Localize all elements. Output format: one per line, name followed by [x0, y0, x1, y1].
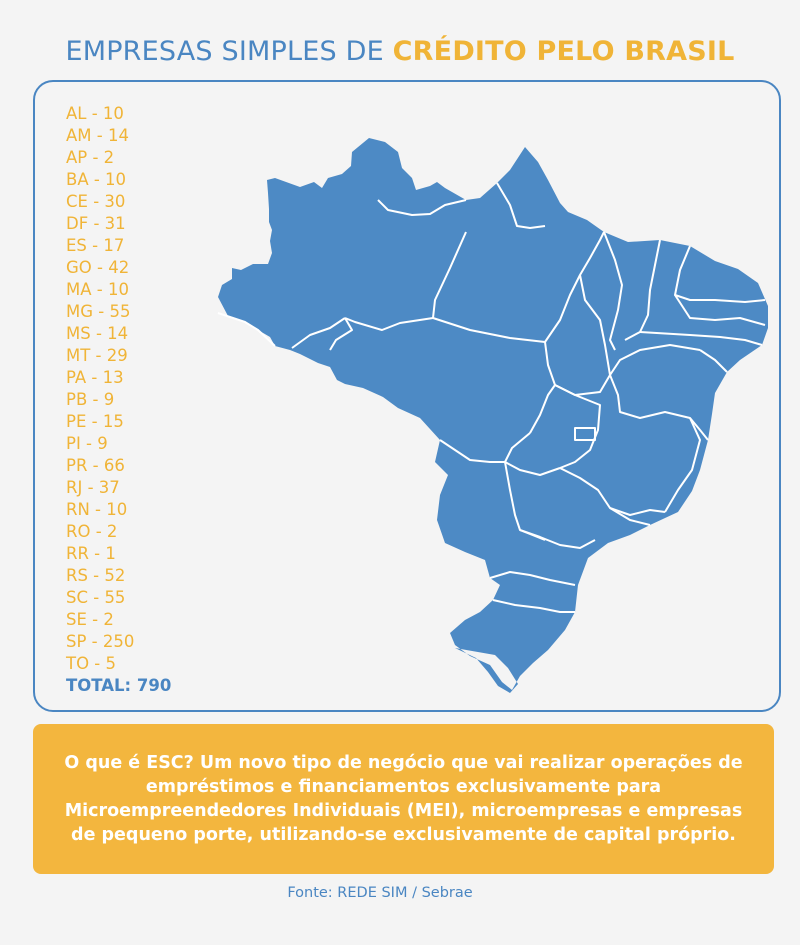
legend-item: RR - 1 — [66, 544, 116, 563]
legend-item: PR - 66 — [66, 456, 125, 475]
legend-item: RN - 10 — [66, 500, 128, 519]
border-pa-mt — [432, 317, 546, 343]
legend-item: MT - 29 — [66, 346, 128, 365]
border-am-mt — [344, 317, 434, 331]
legend-item: ES - 17 — [66, 236, 125, 255]
border-mt-ms — [439, 432, 531, 463]
border-pe-al — [639, 331, 763, 346]
border-pi-ce — [624, 239, 661, 341]
legend-item: DF - 31 — [66, 214, 126, 233]
legend-item: PE - 15 — [66, 412, 124, 431]
legend-item: AM - 14 — [66, 126, 129, 145]
legend-item: CE - 30 — [66, 192, 126, 211]
legend-item: BA - 10 — [66, 170, 127, 189]
title-part-2: CRÉDITO PELO BRASIL — [392, 36, 735, 67]
border-mg-es — [664, 417, 701, 513]
border-df — [574, 427, 596, 441]
page-title: EMPRESAS SIMPLES DE CRÉDITO PELO BRASIL — [0, 36, 800, 67]
border-am-pa — [432, 231, 467, 319]
info-box: O que é ESC? Um novo tipo de negócio que… — [33, 724, 774, 874]
legend-item: AP - 2 — [66, 148, 115, 167]
border-mt-go — [529, 384, 556, 434]
brazil-states-fill — [218, 138, 768, 693]
border-pr-sc — [489, 571, 576, 586]
legend-item: MA - 10 — [66, 280, 129, 299]
legend-item: SC - 55 — [66, 588, 126, 607]
border-al-se-ba — [699, 349, 728, 373]
legend-item: GO - 42 — [66, 258, 130, 277]
legend-item: MS - 14 — [66, 324, 129, 343]
legend-item: AL - 10 — [66, 104, 124, 123]
border-mg-rj — [609, 507, 651, 526]
border-ap — [496, 182, 546, 229]
state-borders — [217, 182, 766, 613]
legend-item: RJ - 37 — [66, 478, 120, 497]
info-text: O que é ESC? Um novo tipo de negócio que… — [64, 753, 743, 845]
legend-item: SE - 2 — [66, 610, 114, 629]
border-ce-rn-pb — [674, 245, 766, 303]
border-go-mg — [554, 384, 601, 469]
border-sc-rs — [492, 599, 575, 613]
legend-item: MG - 55 — [66, 302, 131, 321]
legend-item: PA - 13 — [66, 368, 124, 387]
source-credit: Fonte: REDE SIM / Sebrae — [287, 885, 473, 901]
legend-item: TO - 5 — [66, 654, 117, 673]
border-am-ro-ac — [291, 317, 353, 351]
legend-item: PB - 9 — [66, 390, 115, 409]
border-to — [579, 274, 611, 376]
legend-total: TOTAL: 790 — [66, 676, 172, 695]
legend-item: PI - 9 — [66, 434, 108, 453]
border-ac — [217, 312, 276, 347]
state-legend: AL - 10 AM - 14 AP - 2 BA - 10 CE - 30 D… — [66, 103, 171, 697]
legend-item: SP - 250 — [66, 632, 135, 651]
title-part-1: EMPRESAS SIMPLES DE — [65, 36, 393, 67]
border-ma-pi — [603, 231, 623, 351]
border-rr — [377, 199, 467, 216]
border-ms-sp-go — [504, 461, 561, 476]
legend-item: RS - 52 — [66, 566, 126, 585]
legend-item: RO - 2 — [66, 522, 118, 541]
border-pb-pe — [674, 294, 766, 326]
border-sp-pr — [519, 529, 596, 549]
border-ba-mg — [609, 374, 709, 441]
border-ba — [609, 344, 701, 376]
